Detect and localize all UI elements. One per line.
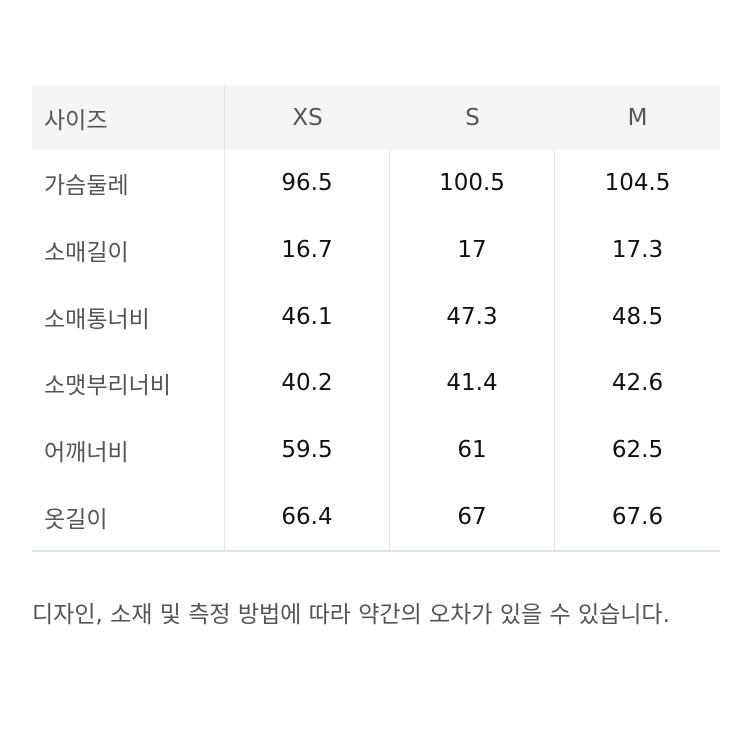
- row-value: 47.3: [390, 283, 555, 351]
- table-header-row: 사이즈 XS S M: [32, 85, 720, 150]
- row-label: 소맷부리너비: [32, 350, 225, 417]
- row-value: 48.5: [611, 303, 664, 330]
- table-row: 소매길이 16.7 17 17.3: [32, 216, 720, 284]
- row-label: 소매통너비: [32, 283, 225, 351]
- header-xs: XS: [292, 104, 323, 131]
- row-value: 61: [390, 416, 555, 484]
- table-body: 가슴둘레 96.5 100.5 104.5 소매길이 16.7 17 17.3 소매통너비 46.…: [32, 150, 720, 553]
- row-value: 16.7: [225, 216, 390, 284]
- header-s: S: [465, 104, 480, 131]
- table-row: 어깨너비 59.5 61 62.5: [32, 416, 720, 484]
- row-label: 옷길이: [32, 483, 225, 551]
- row-label: 소매길이: [32, 216, 225, 284]
- size-table: 사이즈 XS S M 가슴둘레 96.5 100.5 104.5 소매길이 16.7 17 1…: [32, 85, 720, 553]
- row-value: 40.2: [225, 350, 390, 417]
- header-m: M: [627, 104, 648, 131]
- row-value: 42.6: [611, 370, 664, 397]
- row-value: 67.6: [611, 503, 664, 530]
- row-value: 62.5: [611, 437, 664, 464]
- table-row: 소매통너비 46.1 47.3 48.5: [32, 283, 720, 351]
- table-row: 옷길이 66.4 67 67.6: [32, 483, 720, 551]
- row-value: 46.1: [225, 283, 390, 351]
- row-value: 17: [390, 216, 555, 284]
- row-label: 어깨너비: [32, 416, 225, 484]
- row-value: 67: [390, 483, 555, 551]
- table-row: 소맷부리너비 40.2 41.4 42.6: [32, 350, 720, 417]
- table-row: 가슴둘레 96.5 100.5 104.5: [32, 150, 720, 217]
- row-value: 66.4: [225, 483, 390, 551]
- header-size: 사이즈: [32, 85, 225, 150]
- measurement-note: 디자인, 소재 및 측정 방법에 따라 약간의 오차가 있을 수 있습니다.: [32, 602, 670, 628]
- row-value: 59.5: [225, 416, 390, 484]
- row-label: 가슴둘레: [32, 150, 225, 217]
- row-value: 17.3: [611, 237, 664, 264]
- row-value: 100.5: [390, 150, 555, 217]
- row-value: 96.5: [225, 150, 390, 217]
- row-value: 104.5: [604, 170, 671, 197]
- row-value: 41.4: [390, 350, 555, 417]
